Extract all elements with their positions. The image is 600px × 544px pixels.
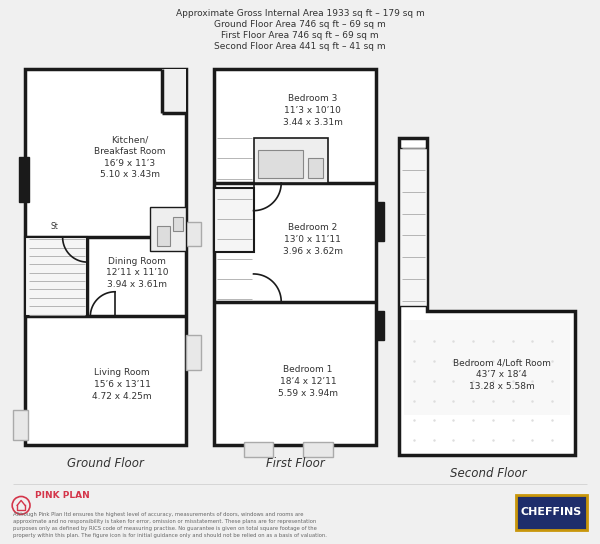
Text: Although Pink Plan ltd ensures the highest level of accuracy, measurements of do: Although Pink Plan ltd ensures the highe… <box>13 512 327 539</box>
Bar <box>25 237 88 317</box>
Text: Bedroom 3
11’3 x 10’10
3.44 x 3.31m: Bedroom 3 11’3 x 10’10 3.44 x 3.31m <box>283 95 343 127</box>
Text: Bedroom 2
13’0 x 11’11
3.96 x 3.62m: Bedroom 2 13’0 x 11’11 3.96 x 3.62m <box>283 223 343 256</box>
Text: Dining Room
12’11 x 11’10
3.94 x 3.61m: Dining Room 12’11 x 11’10 3.94 x 3.61m <box>106 257 168 289</box>
Bar <box>376 202 384 242</box>
Text: Bedroom 4/Loft Room
43’7 x 18’4
13.28 x 5.58m: Bedroom 4/Loft Room 43’7 x 18’4 13.28 x … <box>453 358 551 391</box>
Text: Bedroom 1
18’4 x 12’11
5.59 x 3.94m: Bedroom 1 18’4 x 12’11 5.59 x 3.94m <box>278 366 338 398</box>
Text: CHEFFINS: CHEFFINS <box>521 508 582 517</box>
Bar <box>404 320 570 416</box>
Bar <box>186 335 201 370</box>
Bar <box>244 442 273 457</box>
Text: St: St <box>51 222 59 231</box>
Text: Living Room
15’6 x 13’11
4.72 x 4.25m: Living Room 15’6 x 13’11 4.72 x 4.25m <box>92 368 152 401</box>
Bar <box>161 69 186 113</box>
Text: Second Floor Area 441 sq ft – 41 sq m: Second Floor Area 441 sq ft – 41 sq m <box>214 41 386 51</box>
Bar <box>303 442 332 457</box>
Text: PINK PLAN: PINK PLAN <box>35 491 89 500</box>
Bar <box>515 494 587 530</box>
Polygon shape <box>399 139 575 455</box>
Bar <box>186 221 201 246</box>
Text: Ground Floor Area 746 sq ft – 69 sq m: Ground Floor Area 746 sq ft – 69 sq m <box>214 20 386 29</box>
Bar <box>308 158 323 178</box>
Bar <box>19 157 29 202</box>
Bar <box>157 226 170 246</box>
Text: Kitchen/
Breakfast Room
16’9 x 11’3
5.10 x 3.43m: Kitchen/ Breakfast Room 16’9 x 11’3 5.10… <box>94 135 166 180</box>
Bar <box>173 217 183 231</box>
Bar <box>254 139 328 183</box>
Bar <box>149 207 186 251</box>
Bar <box>399 149 427 306</box>
Text: Second Floor: Second Floor <box>449 467 526 480</box>
Bar <box>259 150 303 178</box>
Bar <box>13 410 28 440</box>
Bar <box>214 188 254 252</box>
Text: First Floor Area 746 sq ft – 69 sq m: First Floor Area 746 sq ft – 69 sq m <box>221 30 379 40</box>
Text: Ground Floor: Ground Floor <box>67 458 143 471</box>
Polygon shape <box>214 69 376 445</box>
Polygon shape <box>25 69 186 445</box>
Text: Approximate Gross Internal Area 1933 sq ft – 179 sq m: Approximate Gross Internal Area 1933 sq … <box>176 9 424 18</box>
Text: First Floor: First Floor <box>266 458 325 471</box>
Bar <box>376 311 384 340</box>
